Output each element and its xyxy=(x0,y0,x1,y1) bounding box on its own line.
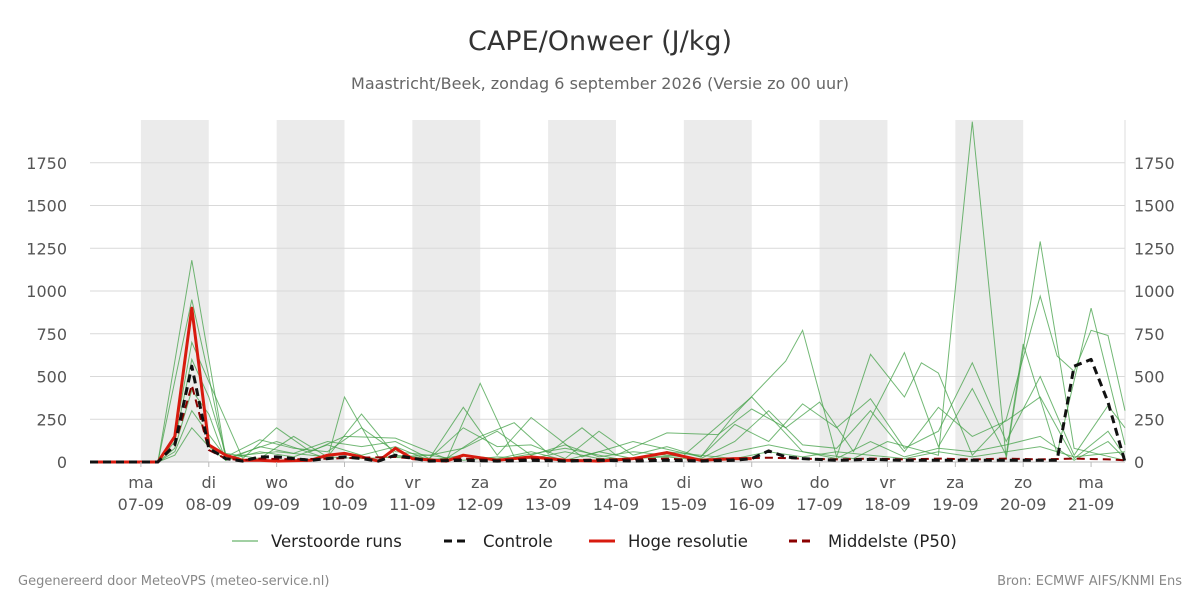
x-tick-day: di xyxy=(677,473,692,492)
ensemble-member-line xyxy=(90,307,1126,463)
x-tick-date: 17-09 xyxy=(796,495,843,514)
ensemble-member-line xyxy=(90,396,1126,463)
x-tick-date: 16-09 xyxy=(728,495,775,514)
x-tick-day: ma xyxy=(128,473,153,492)
x-tick-date: 14-09 xyxy=(593,495,640,514)
x-tick-date: 19-09 xyxy=(932,495,979,514)
x-tick-day: vr xyxy=(404,473,420,492)
y-tick-label-right: 750 xyxy=(1134,325,1165,344)
footer-source: Bron: ECMWF AIFS/KNMI Ens xyxy=(997,574,1182,589)
x-tick-date: 13-09 xyxy=(525,495,572,514)
x-tick-day: ma xyxy=(1078,473,1103,492)
legend: Verstoorde runs Controle Hoge resolutie Mid… xyxy=(232,532,957,551)
legend-label: Middelste (P50) xyxy=(828,532,957,551)
y-tick-label-right: 250 xyxy=(1134,410,1165,429)
x-tick-date: 15-09 xyxy=(661,495,708,514)
x-tick-date: 21-09 xyxy=(1068,495,1115,514)
x-tick-day: za xyxy=(471,473,489,492)
x-tick-date: 07-09 xyxy=(118,495,165,514)
x-tick-day: ma xyxy=(603,473,628,492)
y-tick-label-left: 0 xyxy=(57,453,67,472)
chart-subtitle: Maastricht/Beek, zondag 6 september 2026… xyxy=(351,74,849,93)
x-tick-date: 20-09 xyxy=(1000,495,1047,514)
y-tick-label-left: 500 xyxy=(36,368,67,387)
chart-title: CAPE/Onweer (J/kg) xyxy=(468,26,732,57)
y-tick-label-left: 1500 xyxy=(26,197,67,216)
x-tick-day: di xyxy=(201,473,216,492)
x-tick-date: 18-09 xyxy=(864,495,911,514)
y-axis-ticks: 0 0 250 250 500 500 750 750 1000 1000 1250 1250 1500… xyxy=(26,154,1174,472)
ensemble-member-line xyxy=(90,361,1126,463)
y-tick-label-right: 1250 xyxy=(1134,239,1175,258)
x-tick-day: wo xyxy=(740,473,763,492)
y-tick-label-left: 750 xyxy=(36,325,67,344)
legend-label: Controle xyxy=(483,532,553,551)
y-tick-label-left: 1000 xyxy=(26,282,67,301)
y-tick-label-right: 0 xyxy=(1134,453,1144,472)
x-tick-date: 10-09 xyxy=(321,495,368,514)
x-tick-date: 12-09 xyxy=(457,495,504,514)
series-line-controle xyxy=(90,357,1127,464)
y-tick-label-left: 1750 xyxy=(26,154,67,173)
x-tick-day: zo xyxy=(539,473,557,492)
x-tick-day: wo xyxy=(265,473,288,492)
x-tick-day: za xyxy=(946,473,964,492)
y-tick-label-left: 250 xyxy=(36,410,67,429)
y-tick-label-right: 500 xyxy=(1134,368,1165,387)
x-tick-day: zo xyxy=(1014,473,1032,492)
x-tick-day: do xyxy=(335,473,355,492)
footer-credit: Gegenereerd door MeteoVPS (meteo-service… xyxy=(18,574,329,589)
ensemble-member-line xyxy=(90,294,1126,463)
y-tick-label-right: 1500 xyxy=(1134,197,1175,216)
legend-label: Verstoorde runs xyxy=(271,532,402,551)
y-tick-label-right: 1000 xyxy=(1134,282,1175,301)
x-tick-date: 09-09 xyxy=(253,495,300,514)
y-tick-label-right: 1750 xyxy=(1134,154,1175,173)
x-tick-date: 11-09 xyxy=(389,495,436,514)
y-tick-label-left: 1250 xyxy=(26,239,67,258)
main-series xyxy=(90,306,1127,464)
x-tick-date: 08-09 xyxy=(186,495,233,514)
legend-label: Hoge resolutie xyxy=(628,532,748,551)
x-tick-day: vr xyxy=(879,473,895,492)
x-tick-day: do xyxy=(810,473,830,492)
x-axis-ticks: ma 07-09 di 08-09 wo 09-09 do 10-09 vr 11-09 za 12-… xyxy=(118,462,1115,514)
